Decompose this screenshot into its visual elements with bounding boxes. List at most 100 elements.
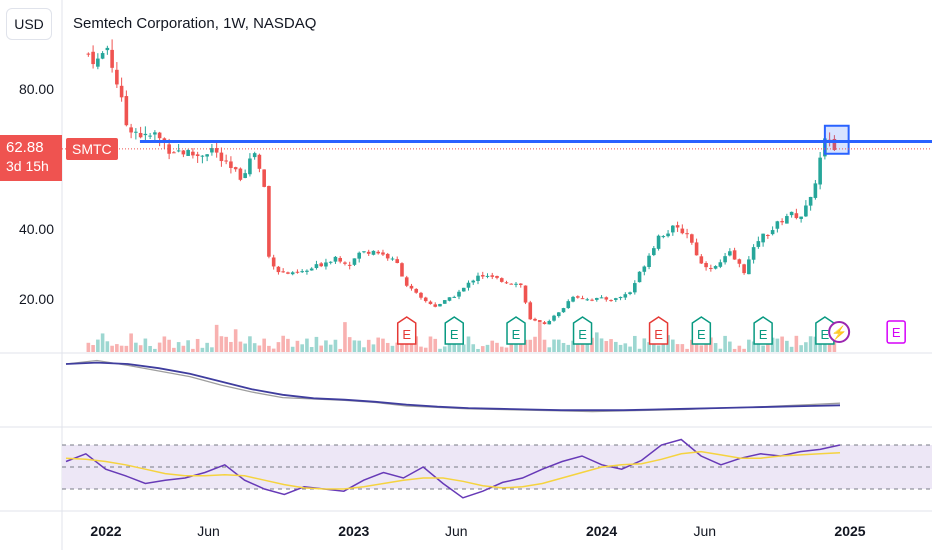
candle-body [628,292,632,295]
volume-bar [694,340,699,352]
volume-bar [495,342,499,352]
volume-bar [186,340,190,352]
volume-bar [628,346,632,352]
candle-body [347,264,352,266]
candle-body [257,154,262,169]
candle-body [357,252,362,259]
volume-bar [699,345,704,352]
volume-bar [333,339,338,352]
candle-body [480,275,485,277]
earnings-marker-label: E [892,325,901,340]
earnings-markers: E E E E E E E E ⚡ E [396,316,906,345]
volume-bar [723,335,727,352]
candle-body [143,133,148,136]
currency-button[interactable]: USD [6,8,52,40]
volume-bar [343,322,347,352]
volume-bar [457,344,461,352]
volume-bar [347,337,352,352]
candle-body [243,173,247,178]
candle-body [642,266,647,272]
volume-bar [566,344,571,352]
volume-bar [728,341,732,352]
last-price-tag: 62.88 3d 15h [0,135,62,181]
volume-bar [153,348,157,352]
volume-bar [129,333,133,352]
volume-bar [267,345,271,352]
volume-bar [119,345,124,352]
volume-bar [100,333,105,352]
volume-bar [400,342,404,352]
volume-bar [105,341,110,352]
candle-body [390,258,395,260]
candle-body [761,233,765,243]
candle-body [262,169,266,187]
volume-bar [533,336,537,352]
volume-bar [428,336,433,352]
candle-body [333,256,338,262]
volume-bar [134,342,138,352]
volume-bar [371,344,376,352]
volume-bar [618,344,623,352]
candle-body [252,153,257,158]
volume-bar [504,347,509,352]
candle-body [96,58,100,67]
earnings-marker-label: E [450,327,459,342]
volume-bar [823,337,827,352]
candle-body [661,236,666,238]
earnings-marker-label: E [512,327,521,342]
candle-body [110,49,114,68]
candle-body [737,259,742,264]
candle-body [404,277,409,286]
volume-bar [172,347,176,352]
candle-body [300,271,304,273]
volume-bar [461,344,466,352]
candle-body [400,263,404,277]
volume-bar [742,348,746,352]
volume-bar [357,340,362,352]
candle-body [319,263,323,267]
candle-body [556,312,561,317]
volume-bar [571,340,575,352]
volume-bar [476,348,480,352]
volume-bar [633,335,637,352]
volume-bar [680,344,685,352]
candle-body [580,298,585,300]
earnings-marker-label: E [821,327,830,342]
candle-body [523,285,528,303]
candle-body [148,135,152,137]
volume-bar [808,336,813,352]
candle-body [813,183,818,198]
candle-body [533,318,537,321]
candle-body [499,278,504,282]
candle-body [552,315,556,321]
candle-body [157,132,162,139]
earnings-marker [648,316,669,345]
x-tick-label: Jun [197,523,220,539]
drawings [62,124,932,155]
candle-body [233,167,238,170]
candle-body [571,296,575,302]
candle-body [666,233,670,237]
candle-body [618,296,623,299]
candle-body [780,221,784,223]
volume-bar [148,345,152,352]
earnings-marker-label: E [578,327,587,342]
candle-body [537,320,542,322]
volume-bar [770,337,775,352]
volume-bar [747,339,751,352]
candle-body [590,299,594,301]
volume-bar [780,336,784,352]
volume-bar [167,339,171,352]
candle-body [528,302,533,320]
candle-body [248,158,252,175]
volume-bar [685,348,689,352]
volume-bar [438,348,442,352]
volume-bar [827,343,832,352]
earnings-marker-label: E [402,327,411,342]
candle-body [457,291,461,297]
volume-bar [642,338,647,352]
bar-countdown: 3d 15h [6,158,49,174]
candle-body [518,283,523,285]
volume-bar [305,338,309,352]
